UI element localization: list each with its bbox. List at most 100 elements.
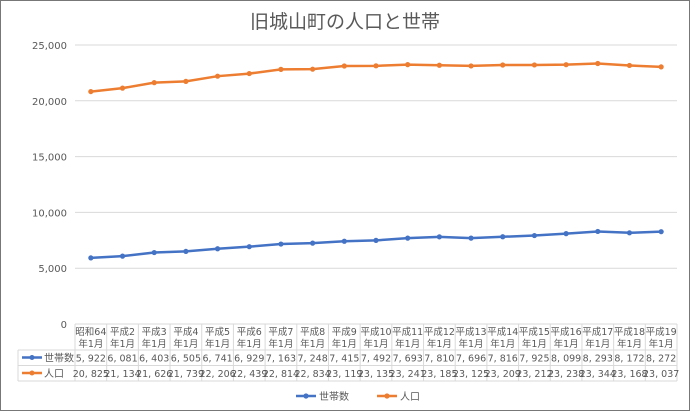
x-category-label: 平成2 年1月 <box>110 326 135 350</box>
x-category-label: 平成6 年1月 <box>237 326 262 350</box>
data-label: 23, 185 <box>421 369 457 380</box>
data-point <box>405 235 411 241</box>
data-label: 7, 925 <box>519 354 549 365</box>
x-category-label: 平成3 年1月 <box>142 326 167 350</box>
data-point <box>500 62 506 68</box>
x-category-label: 平成15 年1月 <box>519 326 550 350</box>
data-label: 23, 241 <box>390 369 426 380</box>
data-label: 22, 834 <box>294 369 330 380</box>
data-label: 6, 929 <box>234 354 264 365</box>
data-point <box>626 230 633 236</box>
data-point <box>246 244 252 250</box>
data-label: 6, 403 <box>139 354 169 365</box>
data-label: 21, 134 <box>104 369 140 380</box>
data-point <box>183 78 189 84</box>
table-legend-marker <box>29 370 35 376</box>
data-point <box>278 241 284 247</box>
data-label: 8, 099 <box>551 354 581 365</box>
data-point <box>278 66 284 72</box>
x-category-label: 平成7 年1月 <box>268 326 293 350</box>
data-label: 20, 825 <box>73 369 109 380</box>
data-label: 5, 922 <box>76 354 106 365</box>
data-point <box>563 231 569 237</box>
data-point <box>214 246 221 252</box>
data-label: 23, 212 <box>516 369 552 380</box>
data-label: 7, 696 <box>456 354 486 365</box>
data-point <box>405 62 411 68</box>
data-label: 6, 741 <box>202 354 232 365</box>
data-label: 23, 168 <box>611 369 647 380</box>
chart-title: 旧城山町の人口と世帯 <box>250 11 440 33</box>
y-tick-label: 20,000 <box>32 97 67 108</box>
data-point <box>341 238 347 244</box>
data-label: 21, 739 <box>168 369 204 380</box>
x-category-label: 平成9 年1月 <box>332 326 357 350</box>
data-label: 7, 816 <box>488 354 518 365</box>
data-point <box>88 88 94 95</box>
y-tick-label: 25,000 <box>32 41 67 52</box>
data-point <box>468 235 474 241</box>
data-label: 6, 505 <box>171 354 201 365</box>
data-label: 23, 135 <box>358 369 394 380</box>
data-point <box>468 63 474 69</box>
data-label: 23, 238 <box>548 369 584 380</box>
data-point <box>500 234 506 240</box>
data-point <box>151 249 157 256</box>
data-label: 7, 163 <box>266 354 296 365</box>
data-label: 6, 081 <box>107 354 137 365</box>
legend-marker <box>384 393 390 399</box>
data-point <box>626 62 633 69</box>
x-category-label: 昭和64 年1月 <box>75 327 106 350</box>
table-series-name: 世帯数 <box>44 352 74 365</box>
data-point <box>119 253 126 259</box>
x-category-label: 平成11 年1月 <box>392 326 423 350</box>
x-category-label: 平成10 年1月 <box>360 326 391 350</box>
data-point <box>436 234 442 240</box>
series-line <box>90 230 662 260</box>
data-point <box>151 80 157 86</box>
data-label: 7, 248 <box>298 354 328 365</box>
x-category-label: 平成8 年1月 <box>300 326 325 350</box>
data-label: 7, 810 <box>424 354 454 365</box>
x-category-label: 平成14 年1月 <box>487 326 518 350</box>
data-label: 21, 626 <box>136 369 172 380</box>
data-point <box>436 62 442 68</box>
x-category-label: 平成16 年1月 <box>551 326 582 350</box>
data-point <box>373 237 379 243</box>
data-label: 23, 209 <box>485 369 521 380</box>
x-category-label: 平成18 年1月 <box>614 326 645 350</box>
y-tick-label: 15,000 <box>32 153 67 164</box>
legend-label: 世帯数 <box>319 390 349 403</box>
data-point <box>341 63 347 69</box>
x-category-label: 平成17 年1月 <box>582 326 613 350</box>
x-category-label: 平成13 年1月 <box>456 326 487 350</box>
data-point <box>88 255 94 261</box>
data-point <box>373 63 379 69</box>
data-point <box>310 240 316 246</box>
data-point <box>214 73 221 79</box>
data-point <box>595 228 601 235</box>
y-tick-label: 10,000 <box>32 208 67 219</box>
data-point <box>183 248 189 255</box>
data-label: 22, 814 <box>263 369 299 380</box>
data-point <box>563 62 569 68</box>
legend-label: 人口 <box>400 391 420 403</box>
table-legend-marker <box>29 355 35 360</box>
x-category-label: 平成4 年1月 <box>173 326 198 350</box>
data-label: 23, 119 <box>326 369 362 380</box>
data-point <box>531 62 538 68</box>
y-tick-label: 0 <box>61 320 67 331</box>
data-label: 7, 693 <box>393 354 423 365</box>
data-label: 23, 125 <box>453 369 489 380</box>
x-category-label: 平成19 年1月 <box>646 326 677 350</box>
y-tick-label: 5,000 <box>38 264 67 275</box>
data-label: 22, 439 <box>231 369 267 380</box>
data-label: 7, 492 <box>361 354 391 365</box>
table-series-name: 人口 <box>44 368 64 380</box>
data-point <box>310 66 316 72</box>
data-label: 8, 272 <box>646 354 676 365</box>
data-point <box>658 229 664 235</box>
data-label: 23, 037 <box>643 369 679 380</box>
x-category-label: 平成12 年1月 <box>424 326 455 350</box>
